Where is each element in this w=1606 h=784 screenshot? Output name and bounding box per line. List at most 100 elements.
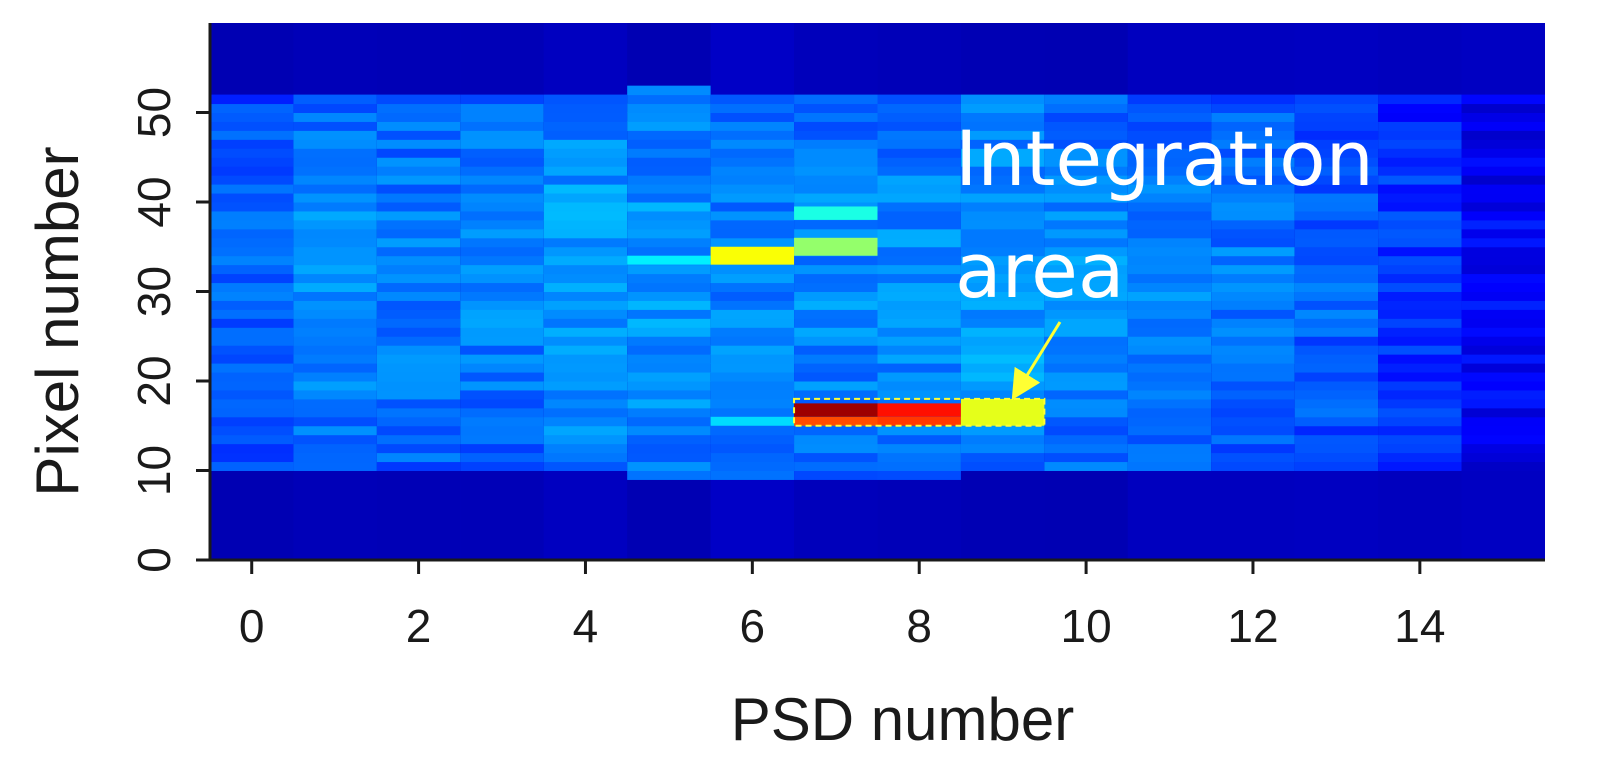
heatmap-cell	[460, 425, 545, 436]
heatmap-cell	[1378, 184, 1463, 194]
heatmap-cell	[1378, 389, 1463, 400]
heatmap-cell	[1044, 103, 1129, 113]
heatmap-cell	[376, 354, 461, 364]
heatmap-cell	[376, 407, 461, 418]
heatmap-cell	[1127, 318, 1212, 328]
heatmap-cell	[543, 94, 628, 105]
x-tick-label: 0	[239, 600, 265, 652]
heatmap-cell	[1378, 416, 1463, 427]
heatmap-cell	[1127, 228, 1212, 239]
heatmap-cell	[710, 264, 795, 275]
heatmap-cell	[1044, 416, 1129, 427]
heatmap-cell	[543, 175, 628, 185]
heatmap-cell	[1044, 443, 1129, 454]
heatmap-cell	[627, 425, 712, 436]
heatmap-cell	[1211, 219, 1296, 230]
heatmap-cell	[210, 327, 294, 337]
heatmap-cell	[543, 363, 628, 373]
heatmap-cell	[1211, 130, 1296, 140]
heatmap-cell	[877, 103, 962, 113]
heatmap-cell	[210, 416, 294, 427]
heatmap-cell	[376, 210, 461, 221]
heatmap-cell	[1127, 327, 1212, 337]
heatmap-cell	[460, 398, 545, 409]
heatmap-cell	[627, 103, 712, 113]
heatmap-cell	[1044, 291, 1129, 301]
heatmap-cell	[1294, 202, 1379, 212]
heatmap-cell	[710, 363, 795, 373]
heatmap-cell	[627, 461, 712, 471]
heatmap-cell	[1378, 264, 1463, 275]
heatmap-cell	[1127, 166, 1212, 176]
heatmap-cell	[1211, 112, 1296, 122]
heatmap-cell	[1378, 291, 1463, 301]
heatmap-cell	[877, 443, 962, 454]
heatmap-cell	[960, 452, 1045, 463]
heatmap-cell	[1294, 157, 1379, 167]
heatmap-cell	[794, 184, 878, 194]
heatmap-cell	[210, 372, 294, 382]
heatmap-cell	[543, 372, 628, 382]
heatmap-cell	[210, 461, 294, 471]
heatmap-cell	[960, 381, 1045, 391]
heatmap-cell	[627, 130, 712, 140]
heatmap-cell	[627, 300, 712, 310]
heatmap-cell	[210, 363, 294, 373]
heatmap-cell	[710, 166, 795, 176]
heatmap-cell	[1294, 291, 1379, 301]
heatmap-cell	[1211, 452, 1296, 463]
heatmap-cell	[1461, 291, 1545, 301]
heatmap-cell	[877, 336, 962, 346]
heatmap-cell	[1044, 372, 1129, 382]
heatmap-cell	[1294, 148, 1379, 158]
heatmap-cell	[1044, 175, 1129, 185]
heatmap-cell	[1211, 291, 1296, 301]
heatmap-cell	[1378, 327, 1463, 337]
heatmap-cell	[1294, 363, 1379, 373]
heatmap-cell	[1044, 389, 1129, 400]
heatmap-cell	[210, 157, 294, 167]
heatmap-cell	[1461, 112, 1545, 122]
heatmap-cell	[376, 157, 461, 167]
heatmap-cell	[1211, 363, 1296, 373]
heatmap-cell	[794, 282, 878, 292]
x-tick-label: 8	[906, 600, 932, 652]
integration-area-arrow	[1011, 321, 1062, 401]
heatmap-cell	[794, 452, 878, 463]
y-tick-label: 10	[128, 445, 180, 496]
heatmap-cell	[1294, 103, 1379, 113]
heatmap-cell	[1461, 389, 1545, 400]
heatmap-cell	[1127, 210, 1212, 221]
heatmap-cell	[543, 139, 628, 149]
heatmap-cell	[877, 300, 962, 310]
heatmap-cell	[960, 318, 1045, 328]
heatmap-cell	[710, 237, 795, 248]
heatmap-cell	[1044, 255, 1129, 266]
heatmap-cell	[460, 309, 545, 319]
heatmap-cell	[1461, 166, 1545, 176]
heatmap-cell	[960, 219, 1045, 230]
heatmap-cell	[1044, 157, 1129, 167]
heatmap-cell	[710, 273, 795, 284]
heatmap-cell	[627, 273, 712, 284]
heatmap-cell	[210, 291, 294, 301]
heatmap-cell	[960, 434, 1045, 445]
heatmap-cell	[1461, 157, 1545, 167]
heatmap-cell	[794, 354, 878, 364]
heatmap-cell	[543, 193, 628, 203]
heatmap-cell	[1211, 210, 1296, 221]
heatmap-cell	[1461, 148, 1545, 158]
heatmap-cell	[543, 130, 628, 140]
heatmap-cell	[1294, 327, 1379, 337]
heatmap-cell	[1461, 309, 1545, 319]
heatmap-cell	[1461, 354, 1545, 364]
heatmap-cell	[1461, 237, 1545, 248]
heatmap-cell	[1044, 398, 1129, 409]
heatmap-cell	[543, 237, 628, 248]
heatmap-cell	[710, 461, 795, 471]
heatmap-cell	[960, 193, 1045, 203]
heatmap-cell	[960, 273, 1045, 284]
heatmap-cell	[1044, 461, 1129, 471]
heatmap-cell	[210, 103, 294, 113]
heatmap-cell	[1211, 103, 1296, 113]
